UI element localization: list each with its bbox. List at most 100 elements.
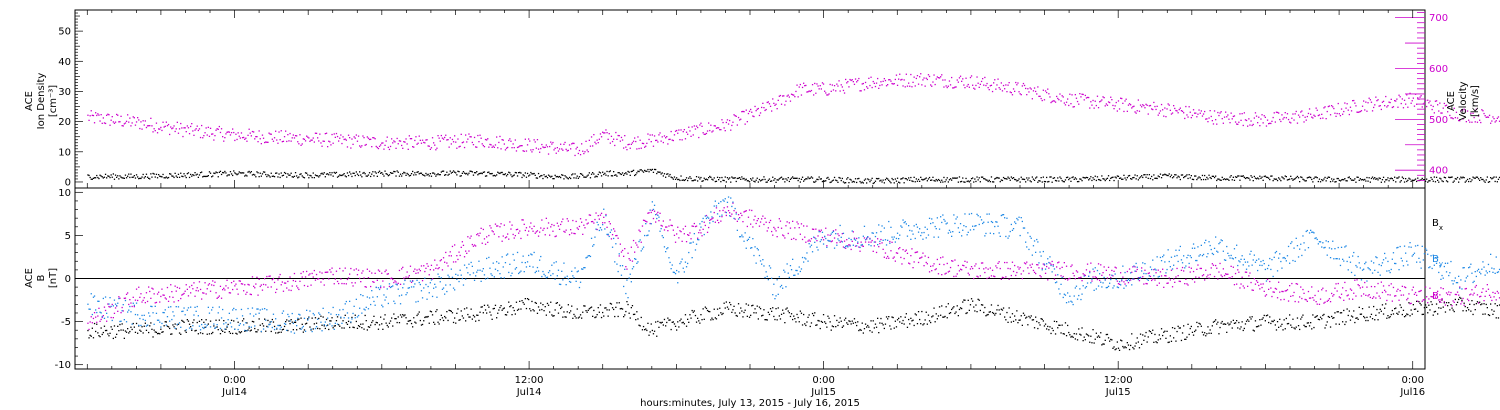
bx-series-point	[1464, 305, 1466, 308]
density-series-point	[1173, 176, 1175, 178]
bx-series-point	[1394, 308, 1396, 310]
velocity-series-point	[1338, 113, 1340, 115]
bx-series-point	[376, 322, 378, 324]
bx-series-point	[1239, 328, 1241, 330]
density-series-point	[736, 177, 738, 180]
density-series-point	[106, 177, 108, 179]
density-series-point	[742, 178, 744, 180]
velocity-series-point	[1079, 93, 1081, 95]
bx-series-point	[913, 324, 915, 327]
density-series-point	[811, 177, 814, 179]
bx-series-point	[175, 328, 177, 330]
density-series-point	[283, 171, 286, 174]
bx-series-point	[508, 301, 510, 303]
velocity-series-point	[1206, 118, 1208, 120]
velocity-series-point	[1366, 110, 1368, 112]
bx-series-point	[529, 308, 531, 310]
bx-series-point	[426, 316, 428, 318]
velocity-series-point	[735, 115, 737, 117]
velocity-series-point	[1173, 105, 1175, 107]
bx-series-point	[877, 317, 879, 319]
density-series-point	[1106, 177, 1109, 179]
density-series-point	[250, 171, 252, 173]
bz-series-point	[553, 224, 555, 227]
velocity-series-point	[1233, 115, 1236, 117]
density-series-point	[1250, 175, 1252, 177]
bz-series-point	[365, 286, 367, 288]
velocity-series-point	[1116, 110, 1118, 112]
density-series-point	[1225, 178, 1227, 181]
density-series-point	[520, 172, 522, 174]
velocity-series-point	[205, 127, 207, 129]
bx-series-point	[335, 320, 338, 322]
bz-series-point	[602, 222, 604, 224]
density-series-point	[484, 175, 487, 177]
density-series-point	[1316, 177, 1318, 179]
velocity-series-point	[420, 142, 423, 144]
bz-series-point	[522, 219, 524, 221]
bx-series-point	[831, 325, 833, 327]
density-series-point	[102, 177, 104, 179]
velocity-series-point	[1289, 121, 1291, 123]
velocity-series-point	[584, 151, 586, 153]
density-series-point	[982, 176, 984, 178]
velocity-series-point	[745, 109, 747, 111]
density-series-point	[1450, 176, 1452, 178]
velocity-series-point	[732, 121, 734, 123]
density-series-point	[759, 180, 762, 182]
velocity-series-point	[752, 115, 754, 117]
velocity-series-point	[984, 76, 986, 79]
bz-series-point	[345, 283, 347, 285]
density-series-point	[666, 173, 668, 175]
bz-series-point	[102, 315, 104, 317]
bx-series-point	[222, 330, 224, 332]
velocity-series-point	[624, 135, 626, 137]
velocity-series-point	[1304, 116, 1306, 118]
bx-series-point	[1120, 339, 1122, 341]
density-series-point	[497, 171, 499, 173]
density-series-point	[594, 176, 596, 178]
density-series-point	[1367, 180, 1369, 182]
bx-series-point	[505, 314, 508, 316]
bx-series-point	[1114, 349, 1116, 351]
bz-series-point	[90, 316, 92, 318]
bx-series-point	[266, 325, 268, 328]
bx-series-point	[1110, 338, 1112, 341]
bottom-plot-area	[75, 196, 1500, 351]
density-series-point	[629, 174, 631, 176]
bz-series-point	[355, 268, 357, 270]
velocity-series-point	[1056, 95, 1058, 98]
velocity-series-point	[582, 150, 584, 152]
velocity-series-point	[298, 143, 300, 145]
bx-series-point	[1043, 325, 1046, 327]
density-tick-label: 30	[58, 87, 71, 98]
bx-series-point	[1115, 348, 1117, 350]
velocity-series-point	[144, 120, 146, 122]
velocity-series-point	[1016, 84, 1018, 86]
velocity-series-point	[184, 127, 186, 129]
velocity-series-point	[544, 146, 546, 148]
bx-series-point	[1307, 322, 1310, 324]
density-series-point	[525, 176, 528, 178]
velocity-series-point	[1419, 96, 1421, 98]
density-series-point	[1208, 174, 1210, 176]
velocity-series-point	[1471, 121, 1473, 123]
bz-series-point	[146, 300, 149, 303]
bx-series-point	[1326, 321, 1328, 323]
velocity-series-point	[724, 130, 726, 132]
bx-series-point	[1321, 318, 1323, 320]
density-series-point	[1365, 180, 1367, 182]
density-series-point	[1238, 175, 1240, 177]
velocity-series-point	[898, 78, 900, 80]
velocity-series-point	[145, 126, 148, 129]
bz-series-point	[178, 287, 181, 289]
velocity-series-point	[1434, 100, 1437, 102]
density-series-point	[746, 180, 748, 182]
velocity-series-point	[594, 141, 596, 143]
velocity-series-point	[1473, 116, 1475, 119]
velocity-series-point	[1484, 115, 1486, 117]
velocity-series-point	[1121, 97, 1123, 100]
density-series-point	[924, 178, 926, 180]
velocity-series-point	[354, 137, 356, 139]
velocity-series-point	[362, 135, 364, 137]
